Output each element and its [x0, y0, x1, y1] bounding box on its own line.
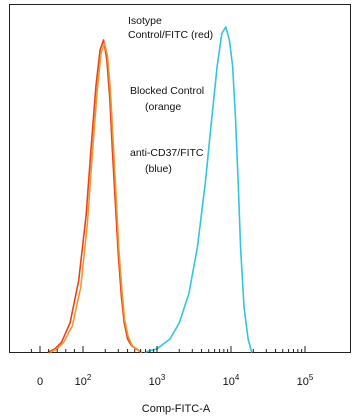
legend-line-2: Control/FITC (red): [128, 29, 213, 41]
x-tick-label-2: 103: [149, 373, 166, 388]
series-layer: [47, 26, 253, 353]
series-line-1: [47, 39, 142, 353]
series-line-2: [49, 42, 142, 353]
legend: Isotype Control/FITC (red) Blocked Control…: [128, 15, 213, 175]
x-tick-label-3: 104: [223, 373, 240, 388]
x-axis-label: Comp-FITC-A: [142, 403, 211, 415]
legend-line-6: (blue): [145, 163, 172, 175]
series-line-3: [144, 26, 253, 353]
tick-marks: [30, 346, 306, 352]
legend-line-5: anti-CD37/FITC: [130, 147, 204, 159]
x-tick-label-1: 102: [75, 373, 92, 388]
plot-frame: [9, 4, 351, 353]
tick-labels: 0 102 103 104 105: [37, 373, 314, 388]
x-tick-label-4: 105: [297, 373, 314, 388]
legend-line-3: Blocked Control: [130, 85, 204, 97]
legend-line-1: Isotype: [128, 15, 162, 27]
legend-line-4: (orange: [145, 101, 181, 113]
x-tick-label-0: 0: [37, 376, 43, 388]
